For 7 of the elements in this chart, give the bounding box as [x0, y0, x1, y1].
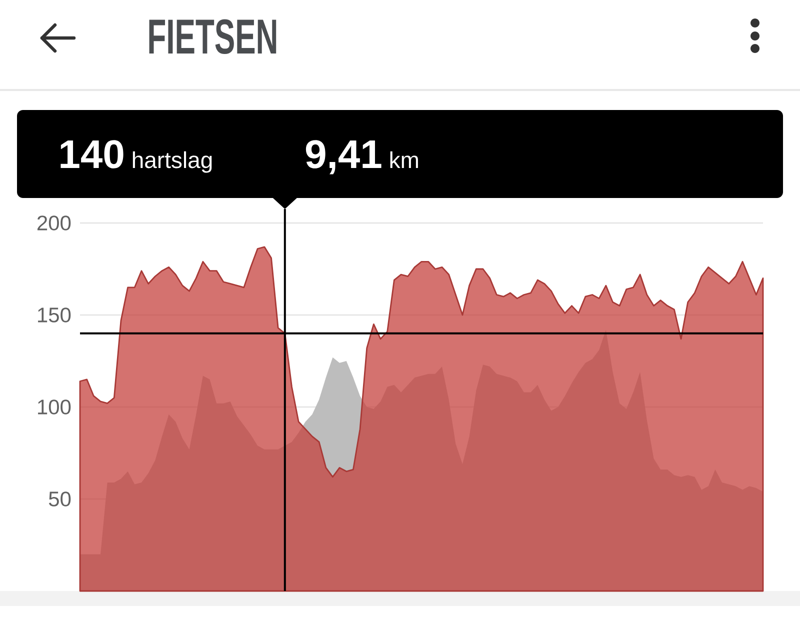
y-tick-label: 50	[48, 492, 71, 506]
text: 140 hartslag	[60, 140, 212, 173]
text: 9,41 km	[306, 140, 418, 174]
y-tick-label: 150	[38, 308, 71, 322]
y-tick-label: 100	[38, 400, 71, 414]
chart-title: FIETSEN	[149, 19, 276, 54]
y-tick-label: 200	[37, 216, 71, 230]
